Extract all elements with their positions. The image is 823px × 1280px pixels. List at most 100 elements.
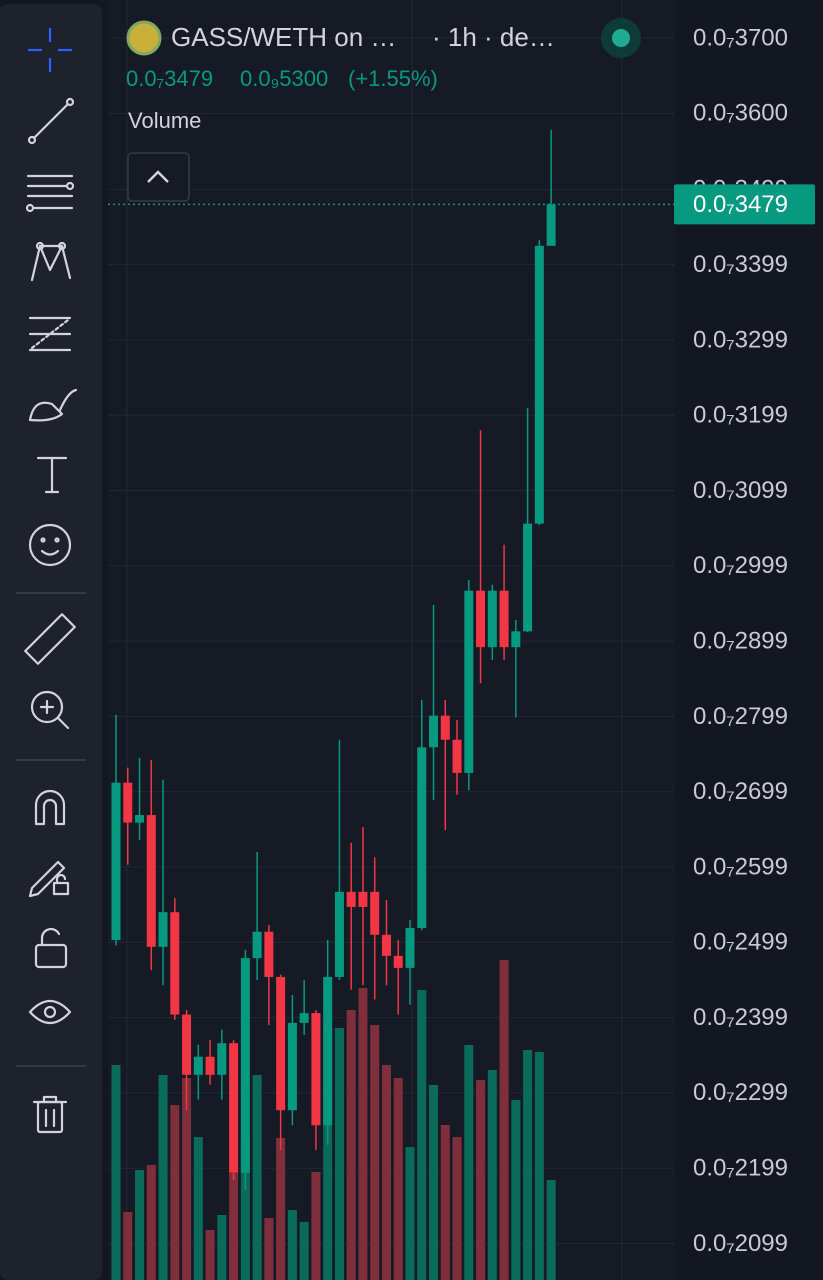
candle-body (499, 590, 509, 648)
candle-body (429, 715, 439, 748)
ruler-tool[interactable] (24, 613, 76, 665)
trend-line-tool[interactable] (27, 97, 75, 145)
volume-bar (182, 1078, 192, 1280)
volume-bar (287, 1210, 297, 1280)
candle-body (264, 931, 274, 977)
volume-bar (252, 1075, 262, 1280)
volume-bar (323, 1028, 333, 1280)
volume-bar (229, 1173, 239, 1280)
volume-bar (499, 960, 509, 1280)
lock-drawing-tool[interactable] (28, 860, 70, 898)
candle-body (417, 747, 427, 928)
last-price-tag (674, 184, 815, 225)
candle-body (546, 204, 556, 246)
volume-bar (158, 1075, 168, 1280)
volume-bar (240, 1137, 250, 1280)
volume-bar (346, 1010, 356, 1280)
volume-bar (523, 1050, 533, 1280)
volume-bar (393, 1078, 403, 1280)
volume-bar (452, 1137, 462, 1280)
candles (108, 129, 675, 1191)
candle-body (464, 590, 474, 773)
interval[interactable]: · 1h · de… (432, 22, 555, 52)
candle-body (135, 815, 145, 823)
volume-bar (170, 1105, 180, 1280)
y-tick-label: 0.0₇3199 (693, 402, 788, 429)
y-tick-label: 0.0₇2599 (693, 853, 788, 880)
pattern-tool[interactable] (30, 241, 72, 282)
volume-bar (311, 1172, 321, 1280)
candle-body (299, 1013, 309, 1023)
volume-bar (511, 1100, 521, 1280)
candle-body (534, 245, 544, 524)
header-price: 0.0₇3479 (126, 66, 213, 91)
volume-bar (299, 1222, 309, 1280)
volume-bar (417, 990, 427, 1280)
candle-body (452, 739, 462, 773)
candle-body (229, 1043, 239, 1173)
candle-body (146, 815, 156, 947)
volume-bar (476, 1080, 486, 1280)
volume-bar (440, 1125, 450, 1280)
emoji-tool[interactable] (28, 523, 72, 567)
y-tick-label: 0.0₇2899 (693, 627, 788, 654)
candle-body (170, 912, 180, 1015)
fib-tool[interactable] (28, 316, 72, 352)
candle-body (111, 782, 121, 941)
text-tool[interactable] (36, 456, 68, 494)
volume-bar (487, 1070, 497, 1280)
volume-bar (334, 1028, 344, 1280)
delete-tool[interactable] (32, 1095, 68, 1134)
header-change-pct: (+1.55%) (348, 66, 438, 91)
candle-body (193, 1056, 203, 1075)
candle-body (346, 891, 356, 907)
volume-bar (429, 1085, 439, 1280)
volume-label: Volume (128, 108, 201, 133)
candle-body (311, 1013, 321, 1126)
zoom-tool[interactable] (30, 690, 70, 730)
y-tick-label: 0.0₇2199 (693, 1155, 788, 1182)
y-tick-label: 0.0₇3399 (693, 251, 788, 278)
y-tick-label: 0.0₇2399 (693, 1004, 788, 1031)
candle-body (358, 891, 368, 907)
volume-bar (370, 1025, 380, 1280)
volume-bar (358, 988, 368, 1280)
candle-body (240, 958, 250, 1173)
volume-bar (276, 1138, 286, 1280)
y-tick-label: 0.0₇3700 (693, 24, 788, 51)
volume-bar (546, 1180, 556, 1280)
candle-body (381, 934, 391, 956)
candle-body (487, 590, 497, 648)
candle-body (370, 891, 380, 935)
candle-body (323, 976, 333, 1126)
token-icon (126, 20, 162, 56)
symbol[interactable]: GASS/WETH on … (171, 22, 396, 52)
price-axis: 0.0₇37000.0₇36000.0₇34990.0₇33990.0₇3299… (674, 0, 823, 1280)
volume-bar (135, 1170, 145, 1280)
volume-bar (123, 1212, 133, 1280)
candle-body (523, 523, 533, 632)
lock-tool[interactable] (34, 927, 68, 969)
candle-body (393, 955, 403, 968)
y-tick-label: 0.0₇2699 (693, 778, 788, 805)
magnet-tool[interactable] (34, 789, 66, 826)
lines-tool[interactable] (25, 174, 75, 213)
last-price-label: 0.0₇3479 (693, 191, 788, 218)
brush-tool[interactable] (28, 388, 78, 422)
candle-body (511, 631, 521, 648)
volume-bar (381, 1065, 391, 1280)
y-tick-label: 0.0₇2299 (693, 1079, 788, 1106)
collapse-button[interactable] (127, 152, 190, 202)
crosshair-tool[interactable] (28, 28, 72, 72)
y-tick-label: 0.0₇2799 (693, 703, 788, 730)
grid (108, 0, 675, 1280)
candle-body (287, 1022, 297, 1111)
visibility-tool[interactable] (28, 999, 72, 1025)
candle-body (182, 1014, 192, 1075)
volume-bar (193, 1137, 203, 1280)
y-tick-label: 0.0₇3299 (693, 326, 788, 353)
header-change: 0.0₉5300 (240, 66, 328, 91)
candle-body (205, 1056, 215, 1075)
toolbar (0, 4, 102, 1280)
